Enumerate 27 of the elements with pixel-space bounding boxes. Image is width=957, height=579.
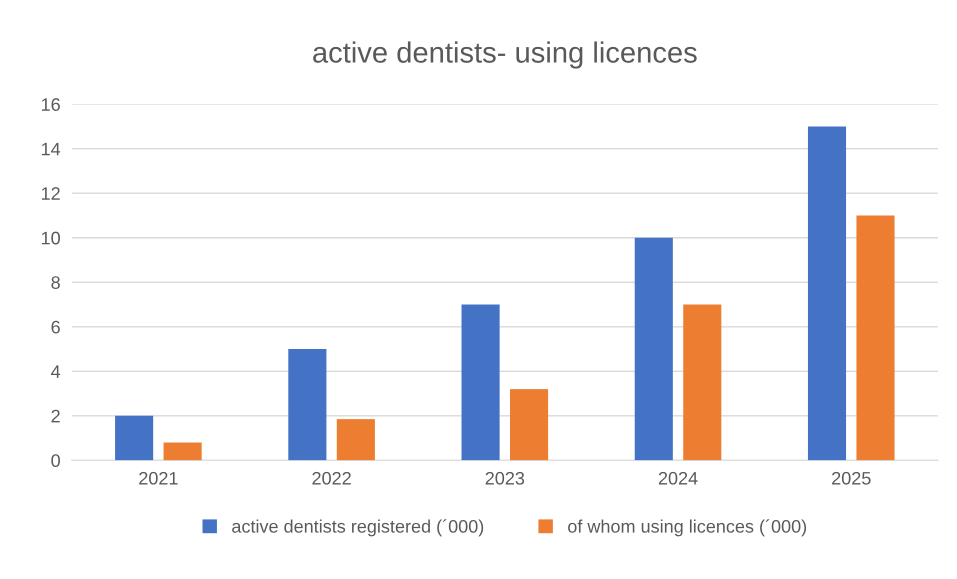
- y-tick-label: 14: [42, 142, 60, 156]
- y-tick-label: 0: [51, 454, 60, 468]
- bar: [115, 416, 154, 460]
- bar: [164, 442, 202, 460]
- x-tick-label: 2023: [486, 472, 524, 485]
- y-tick-label: 12: [42, 187, 60, 200]
- y-tick-label: 6: [52, 320, 60, 334]
- bar: [856, 215, 895, 460]
- bar: [634, 238, 673, 460]
- bar: [808, 126, 846, 460]
- x-tick-label: 2022: [312, 472, 351, 485]
- y-tick-label: 8: [51, 276, 60, 289]
- y-tick-label: 10: [42, 232, 60, 244]
- chart-title: active dentists- using licences: [313, 41, 697, 69]
- bar: [336, 419, 375, 460]
- y-tick-label: 4: [51, 365, 60, 378]
- y-tick-label: 2: [52, 410, 60, 422]
- bar: [288, 349, 326, 460]
- bar: [510, 389, 548, 460]
- bar: [683, 304, 722, 460]
- x-tick-label: 2024: [658, 472, 698, 485]
- legend-label: active dentists registered (´000): [232, 519, 484, 536]
- x-tick-label: 2025: [832, 472, 871, 485]
- y-tick-label: 16: [42, 98, 60, 111]
- x-tick-label: 2021: [139, 472, 178, 485]
- bar: [462, 304, 500, 460]
- legend-label: of whom using licences (´000): [568, 519, 806, 536]
